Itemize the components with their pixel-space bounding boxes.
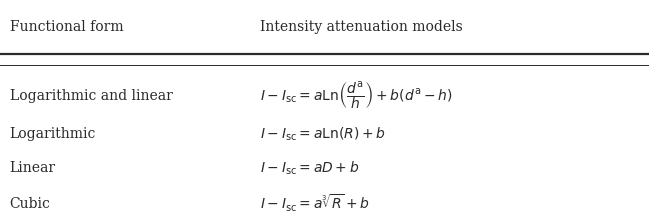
Text: Linear: Linear	[10, 161, 56, 175]
Text: $I - I_{\mathrm{sc}} = a\mathrm{Ln}\left(\dfrac{d^{\mathrm{a}}}{h}\right) + b(d^: $I - I_{\mathrm{sc}} = a\mathrm{Ln}\left…	[260, 81, 452, 112]
Text: $I - I_{\mathrm{sc}} = a\mathrm{Ln}(R) + b$: $I - I_{\mathrm{sc}} = a\mathrm{Ln}(R) +…	[260, 126, 386, 143]
Text: Intensity attenuation models: Intensity attenuation models	[260, 20, 462, 34]
Text: Cubic: Cubic	[10, 197, 51, 211]
Text: $I - I_{\mathrm{sc}} = aD + b$: $I - I_{\mathrm{sc}} = aD + b$	[260, 159, 359, 177]
Text: $I - I_{\mathrm{sc}} = a\sqrt[3]{R} + b$: $I - I_{\mathrm{sc}} = a\sqrt[3]{R} + b$	[260, 193, 370, 214]
Text: Functional form: Functional form	[10, 20, 123, 34]
Text: Logarithmic and linear: Logarithmic and linear	[10, 89, 173, 103]
Text: Logarithmic: Logarithmic	[10, 127, 96, 141]
